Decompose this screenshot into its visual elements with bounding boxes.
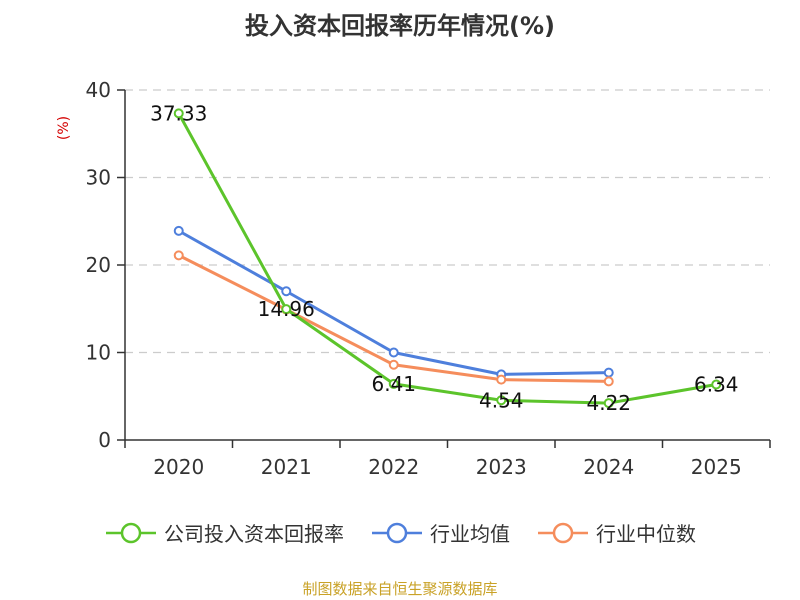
legend-marker-icon [372, 522, 422, 543]
y-tick-label: 0 [98, 428, 111, 452]
y-tick-label: 20 [86, 253, 111, 277]
data-label: 14.96 [258, 297, 315, 321]
series-layer [173, 108, 722, 409]
data-point [173, 225, 184, 236]
data-point [496, 374, 507, 385]
data-point [173, 108, 184, 119]
data-label: 6.34 [694, 373, 739, 397]
data-point [603, 398, 614, 409]
y-axis-label: (%) [56, 116, 72, 140]
x-tick-label: 2020 [153, 455, 204, 479]
data-point [711, 379, 722, 390]
legend: 公司投入资本回报率 行业均值 行业中位数 [0, 518, 800, 547]
y-tick-label: 10 [86, 341, 111, 365]
data-label: 4.54 [479, 388, 524, 412]
x-tick-label: 2022 [368, 455, 419, 479]
data-point [281, 286, 292, 297]
x-tick-label: 2025 [691, 455, 742, 479]
data-point [173, 250, 184, 261]
y-tick-label: 30 [86, 166, 111, 190]
legend-item-0[interactable]: 公司投入资本回报率 [104, 518, 344, 547]
data-point [388, 359, 399, 370]
legend-label: 公司投入资本回报率 [164, 522, 344, 546]
legend-item-2[interactable]: 行业中位数 [536, 518, 696, 547]
legend-label: 行业均值 [430, 522, 510, 546]
legend-item-1[interactable]: 行业均值 [370, 518, 510, 547]
source-note: 制图数据来自恒生聚源数据库 [302, 580, 498, 598]
legend-marker-icon [538, 522, 588, 543]
axes: 0 10 20 30 40 2020 2021 2022 2023 2024 2025 [86, 78, 771, 479]
data-label: 6.41 [371, 372, 416, 396]
data-point [496, 395, 507, 406]
y-tick-label: 40 [86, 78, 111, 102]
data-label: 4.22 [586, 391, 631, 415]
data-point [603, 376, 614, 387]
data-point [281, 304, 292, 315]
legend-label: 行业中位数 [596, 522, 696, 546]
chart-title: 投入资本回报率历年情况(%) [245, 12, 555, 40]
x-tick-label: 2021 [261, 455, 312, 479]
legend-marker-icon [106, 522, 156, 543]
x-tick-label: 2024 [583, 455, 634, 479]
data-labels: 37.33 14.96 6.41 4.54 4.22 6.34 [150, 101, 738, 415]
x-tick-label: 2023 [476, 455, 527, 479]
data-label: 37.33 [150, 101, 207, 125]
series-line-0 [177, 112, 717, 405]
data-point [603, 367, 614, 378]
grid-lines [125, 89, 770, 354]
data-point [388, 378, 399, 389]
data-point [388, 347, 399, 358]
